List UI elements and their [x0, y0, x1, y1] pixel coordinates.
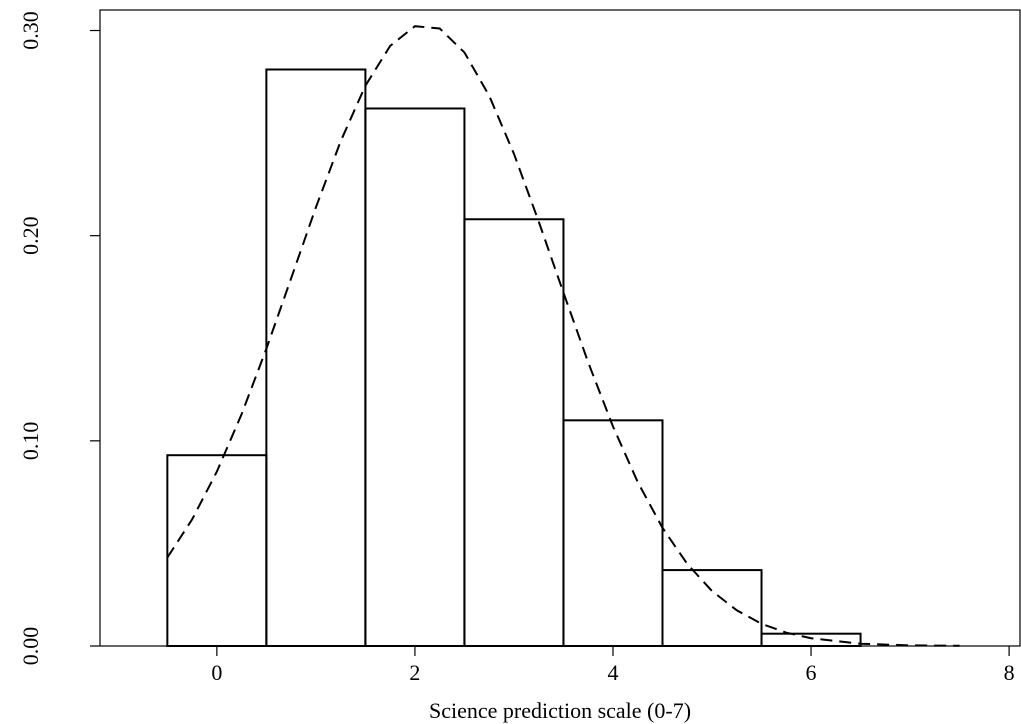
x-tick-label: 0: [211, 660, 222, 685]
bar: [166, 454, 268, 648]
density-curve: [166, 25, 960, 647]
bar: [760, 632, 862, 647]
x-tick-label: 4: [607, 660, 618, 685]
bar: [661, 569, 763, 648]
x-tick-label: 6: [806, 660, 817, 685]
bar: [364, 107, 466, 647]
y-tick-label: 0.30: [18, 11, 43, 50]
plot-box: [99, 9, 1021, 647]
y-tick-label: 0.20: [18, 216, 43, 255]
bar: [265, 68, 367, 648]
bar: [463, 218, 565, 647]
x-tick-label: 8: [1004, 660, 1015, 685]
y-tick-label: 0.10: [18, 422, 43, 461]
x-tick-label: 2: [409, 660, 420, 685]
y-tick-label: 0.00: [18, 627, 43, 666]
bar: [562, 419, 664, 647]
x-axis-label: Science prediction scale (0-7): [429, 698, 691, 723]
